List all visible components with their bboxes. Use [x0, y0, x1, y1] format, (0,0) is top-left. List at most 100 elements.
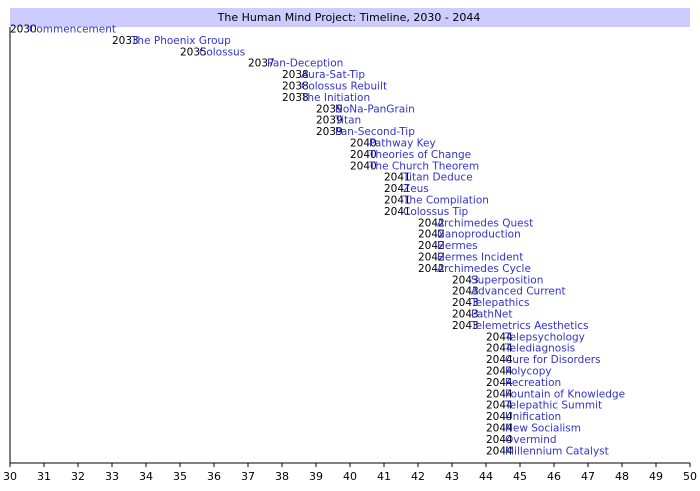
event-label-link[interactable]: Telediagnosis	[504, 343, 575, 355]
event-label-link[interactable]: Hermes	[437, 240, 478, 252]
x-tick-label: 39	[309, 470, 323, 483]
event-label-link[interactable]: The Compilation	[402, 195, 489, 207]
event-label-link[interactable]: Aura-Sat-Tip	[301, 69, 365, 81]
event-label-link[interactable]: Cure for Disorders	[505, 354, 601, 366]
event-year: 2040	[350, 160, 377, 172]
event-label-link[interactable]: Pathway Key	[369, 138, 436, 150]
x-tick-label: 32	[71, 470, 85, 483]
x-tick-label: 36	[207, 470, 221, 483]
event-label-link[interactable]: Pan-Deception	[267, 58, 343, 70]
event-year: 2039	[316, 103, 343, 115]
event-year: 2043	[452, 297, 479, 309]
x-tick-label: 31	[37, 470, 51, 483]
x-tick-label: 33	[105, 470, 119, 483]
event-label-link[interactable]: Archimedes Cycle	[437, 263, 531, 275]
event-year: 2042	[418, 217, 445, 229]
event-label-link[interactable]: Millennium Catalyst	[505, 445, 609, 457]
event-label-link[interactable]: Titan Deduce	[402, 172, 473, 184]
event-year: 2038	[282, 92, 309, 104]
event-label-link[interactable]: Unification	[505, 411, 561, 423]
event-year: 2044	[486, 434, 513, 446]
event-label-link[interactable]: Polycopy	[505, 366, 552, 378]
event-year: 2041	[384, 206, 411, 218]
event-year: 2044	[486, 445, 513, 457]
event-year: 2039	[316, 115, 343, 127]
event-label-link[interactable]: Telepathic Summit	[504, 400, 602, 412]
ticks-layer: 30 31 32 33 34 35 36 37 38 39 40 41 42 43 44 45 46 47 48 49…	[3, 463, 697, 483]
title-band	[10, 8, 690, 27]
event-year: 2040	[350, 138, 377, 150]
event-year: 2038	[282, 81, 309, 93]
event-year: 2044	[486, 388, 513, 400]
event-label-link[interactable]: Superposition	[471, 274, 543, 286]
event-label-link[interactable]: New Socialism	[505, 423, 581, 435]
event-label-link[interactable]: Theories of Change	[368, 149, 471, 161]
x-tick-label: 50	[683, 470, 697, 483]
event-label-link[interactable]: Titan	[334, 115, 361, 127]
event-year: 2044	[486, 331, 513, 343]
x-tick-label: 48	[615, 470, 629, 483]
event-label-link[interactable]: Overmind	[505, 434, 557, 446]
x-tick-label: 35	[173, 470, 187, 483]
event-label-link[interactable]: Colossus Rebuilt	[301, 81, 387, 93]
event-label-link[interactable]: Zeus	[403, 183, 429, 195]
event-year: 2042	[418, 240, 445, 252]
x-tick-label: 37	[241, 470, 255, 483]
event-year: 2044	[486, 377, 513, 389]
event-year: 2043	[452, 320, 479, 332]
x-tick-label: 34	[139, 470, 153, 483]
event-year: 2042	[418, 252, 445, 264]
event-label-link[interactable]: The Initiation	[300, 92, 370, 104]
event-label-link[interactable]: Pan-Second-Tip	[335, 126, 415, 138]
event-label-link[interactable]: Nanoproduction	[437, 229, 521, 241]
event-label-link[interactable]: Colossus Tip	[403, 206, 469, 218]
event-year: 2041	[384, 183, 411, 195]
event-year: 2044	[486, 400, 513, 412]
x-tick-label: 44	[479, 470, 493, 483]
event-label-link[interactable]: NoNa-PanGrain	[335, 103, 415, 115]
event-label-link[interactable]: The Phoenix Group	[130, 35, 231, 47]
event-label-link[interactable]: Telepsychology	[504, 331, 585, 343]
x-tick-label: 45	[513, 470, 527, 483]
event-label-link[interactable]: Archimedes Quest	[437, 217, 533, 229]
chart-title: The Human Mind Project: Timeline, 2030 -…	[217, 11, 481, 24]
event-label-link[interactable]: Fountain of Knowledge	[505, 388, 625, 400]
event-year: 2042	[418, 263, 445, 275]
event-label-link[interactable]: PathNet	[471, 309, 513, 321]
event-label-link[interactable]: Hermes Incident	[437, 252, 523, 264]
event-year: 2039	[316, 126, 343, 138]
event-label-link[interactable]: Recreation	[505, 377, 561, 389]
event-label-link[interactable]: Commencement	[29, 24, 116, 36]
event-label-link[interactable]: Telepathics	[470, 297, 530, 309]
event-label-link[interactable]: The Church Theorem	[368, 160, 479, 172]
x-tick-label: 41	[377, 470, 391, 483]
event-year: 2042	[418, 229, 445, 241]
event-label-link[interactable]: Colossus	[199, 46, 245, 58]
event-year: 2044	[486, 343, 513, 355]
event-year: 2041	[384, 195, 411, 207]
event-label-link[interactable]: Advanced Current	[471, 286, 566, 298]
event-label-link[interactable]: Telemetrics Aesthetics	[470, 320, 589, 332]
